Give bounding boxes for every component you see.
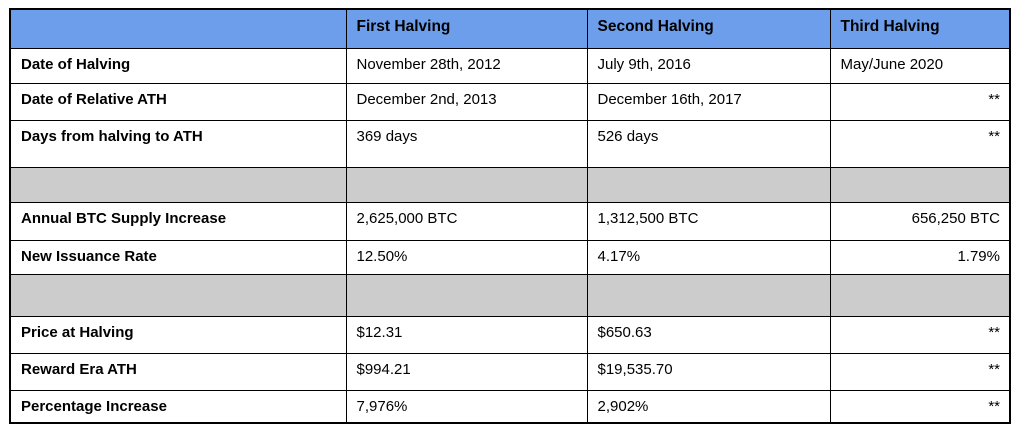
row-label-cell: Date of Halving <box>9 47 347 84</box>
row-label-cell: Annual BTC Supply Increase <box>9 201 347 241</box>
spacer-cell <box>586 166 831 203</box>
second-halving-cell: 526 days <box>586 119 831 168</box>
row-label-cell: Reward Era ATH <box>9 352 347 391</box>
halving-comparison-table: First Halving Second Halving Third Halvi… <box>9 8 1011 424</box>
first-halving-cell: November 28th, 2012 <box>345 47 588 84</box>
first-halving-cell: 369 days <box>345 119 588 168</box>
third-halving-cell: 656,250 BTC <box>829 201 1011 241</box>
third-halving-cell: ** <box>829 119 1011 168</box>
table-row-price-at-halving: Price at Halving $12.31 $650.63 ** <box>9 315 1011 354</box>
third-halving-cell: ** <box>829 389 1011 424</box>
row-label-cell: Price at Halving <box>9 315 347 354</box>
spacer-cell <box>9 273 347 317</box>
second-halving-cell: 1,312,500 BTC <box>586 201 831 241</box>
third-halving-cell: 1.79% <box>829 239 1011 275</box>
first-halving-cell: $12.31 <box>345 315 588 354</box>
header-first-halving: First Halving <box>345 8 588 49</box>
table-row-days-from-halving-to-ath: Days from halving to ATH 369 days 526 da… <box>9 119 1011 168</box>
table-header-row: First Halving Second Halving Third Halvi… <box>9 8 1011 49</box>
first-halving-cell: December 2nd, 2013 <box>345 82 588 121</box>
second-halving-cell: $650.63 <box>586 315 831 354</box>
spacer-cell <box>345 166 588 203</box>
spacer-cell <box>9 166 347 203</box>
table-row-date-of-halving: Date of Halving November 28th, 2012 July… <box>9 47 1011 84</box>
table-row-annual-btc-supply-increase: Annual BTC Supply Increase 2,625,000 BTC… <box>9 201 1011 241</box>
second-halving-cell: 4.17% <box>586 239 831 275</box>
third-halving-cell: ** <box>829 82 1011 121</box>
spacer-row <box>9 273 1011 317</box>
row-label-cell: Percentage Increase <box>9 389 347 424</box>
first-halving-cell: 7,976% <box>345 389 588 424</box>
second-halving-cell: $19,535.70 <box>586 352 831 391</box>
third-halving-cell: May/June 2020 <box>829 47 1011 84</box>
header-empty-cell <box>9 8 347 49</box>
table-row-reward-era-ath: Reward Era ATH $994.21 $19,535.70 ** <box>9 352 1011 391</box>
spacer-cell <box>829 273 1011 317</box>
third-halving-cell: ** <box>829 352 1011 391</box>
second-halving-cell: July 9th, 2016 <box>586 47 831 84</box>
row-label-cell: New Issuance Rate <box>9 239 347 275</box>
table-row-date-of-relative-ath: Date of Relative ATH December 2nd, 2013 … <box>9 82 1011 121</box>
spacer-cell <box>345 273 588 317</box>
halving-comparison-table-container: First Halving Second Halving Third Halvi… <box>9 8 1011 424</box>
row-label-cell: Days from halving to ATH <box>9 119 347 168</box>
row-label-cell: Date of Relative ATH <box>9 82 347 121</box>
spacer-cell <box>586 273 831 317</box>
third-halving-cell: ** <box>829 315 1011 354</box>
spacer-cell <box>829 166 1011 203</box>
header-second-halving: Second Halving <box>586 8 831 49</box>
first-halving-cell: 12.50% <box>345 239 588 275</box>
first-halving-cell: 2,625,000 BTC <box>345 201 588 241</box>
table-row-new-issuance-rate: New Issuance Rate 12.50% 4.17% 1.79% <box>9 239 1011 275</box>
table-row-percentage-increase: Percentage Increase 7,976% 2,902% ** <box>9 389 1011 424</box>
second-halving-cell: 2,902% <box>586 389 831 424</box>
first-halving-cell: $994.21 <box>345 352 588 391</box>
second-halving-cell: December 16th, 2017 <box>586 82 831 121</box>
spacer-row <box>9 166 1011 203</box>
header-third-halving: Third Halving <box>829 8 1011 49</box>
